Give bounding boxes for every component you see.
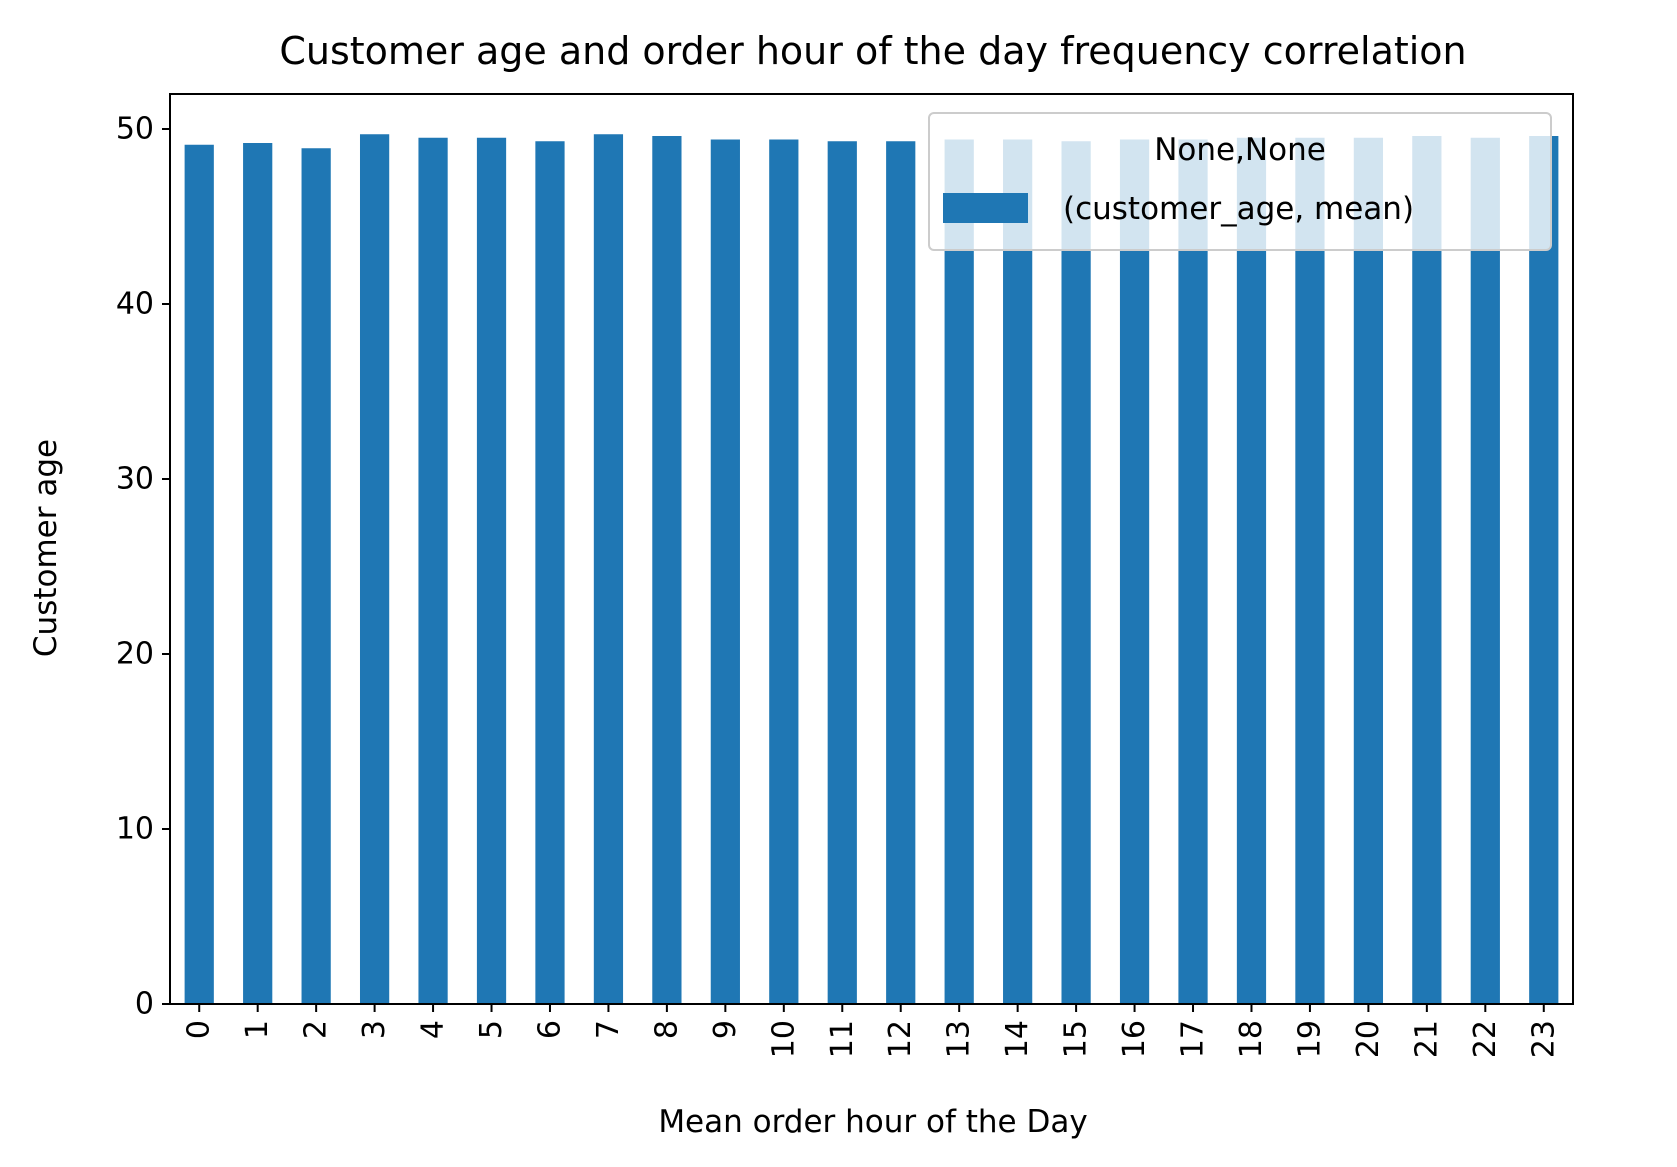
legend-title: None,None bbox=[1154, 132, 1326, 168]
x-tick-label: 21 bbox=[1409, 1020, 1444, 1058]
legend-swatch bbox=[943, 193, 1028, 223]
x-tick-label: 0 bbox=[182, 1020, 217, 1039]
x-tick-label: 1 bbox=[240, 1020, 275, 1039]
x-tick-label: 13 bbox=[942, 1020, 977, 1058]
bar-hour-22 bbox=[1470, 137, 1500, 1004]
y-tick-label: 10 bbox=[116, 812, 154, 847]
bar-hour-4 bbox=[418, 137, 448, 1004]
x-tick-label: 4 bbox=[416, 1020, 451, 1039]
x-tick-label: 17 bbox=[1176, 1020, 1211, 1058]
x-tick-label: 23 bbox=[1526, 1020, 1561, 1058]
y-tick-label: 20 bbox=[116, 637, 154, 672]
bar-hour-17 bbox=[1178, 139, 1208, 1004]
bar-hour-3 bbox=[359, 134, 390, 1004]
bar-hour-2 bbox=[301, 148, 331, 1004]
legend-box bbox=[928, 112, 1552, 251]
bar-hour-16 bbox=[1119, 139, 1150, 1004]
legend: None,None (customer_age, mean) bbox=[928, 112, 1552, 251]
x-tick-label: 5 bbox=[474, 1020, 509, 1039]
bars-group bbox=[184, 134, 1559, 1004]
x-tick-label: 20 bbox=[1351, 1020, 1386, 1058]
plot-frame bbox=[169, 93, 1574, 1005]
legend-entry-label: (customer_age, mean) bbox=[1063, 191, 1414, 227]
bar-hour-20 bbox=[1353, 137, 1384, 1004]
x-axis-title: Mean order hour of the Day bbox=[658, 1104, 1087, 1140]
bar-hour-23 bbox=[1529, 136, 1559, 1004]
bar-hour-15 bbox=[1061, 141, 1091, 1004]
bar-hour-11 bbox=[827, 141, 857, 1004]
x-tick-label: 8 bbox=[649, 1020, 684, 1039]
y-axis: 0 10 20 30 40 50 bbox=[116, 112, 170, 1022]
x-tick-label: 3 bbox=[357, 1020, 392, 1039]
y-tick-label: 0 bbox=[135, 987, 154, 1022]
y-tick-label: 40 bbox=[116, 287, 154, 322]
x-tick-label: 6 bbox=[532, 1020, 567, 1039]
x-tick-label: 9 bbox=[708, 1020, 743, 1039]
bar-hour-9 bbox=[710, 139, 740, 1004]
bar-hour-8 bbox=[652, 136, 682, 1004]
x-tick-label: 11 bbox=[825, 1020, 860, 1058]
bar-hour-21 bbox=[1412, 136, 1442, 1004]
bar-hour-7 bbox=[593, 134, 624, 1004]
x-tick-label: 19 bbox=[1292, 1020, 1327, 1058]
x-tick-label: 15 bbox=[1059, 1020, 1094, 1058]
bar-hour-19 bbox=[1295, 137, 1325, 1004]
x-tick-label: 12 bbox=[883, 1020, 918, 1058]
x-tick-label: 14 bbox=[1000, 1020, 1035, 1058]
bar-hour-13 bbox=[944, 139, 974, 1004]
x-tick-label: 22 bbox=[1468, 1020, 1503, 1058]
bar-hour-0 bbox=[184, 144, 214, 1004]
bar-hour-6 bbox=[535, 141, 565, 1004]
bar-hour-5 bbox=[476, 137, 507, 1004]
bar-hour-10 bbox=[769, 139, 799, 1004]
bar-hour-18 bbox=[1236, 137, 1267, 1004]
bar-hour-12 bbox=[886, 141, 916, 1004]
x-axis: 0 1 2 3 4 5 6 7 8 9 10 11 12 13 14 15 16 17 18 19 20 21 22 23 bbox=[182, 1004, 1561, 1058]
y-tick-label: 30 bbox=[116, 462, 154, 497]
y-tick-label: 50 bbox=[116, 112, 154, 147]
bar-hour-1 bbox=[243, 143, 273, 1004]
chart-title: Customer age and order hour of the day f… bbox=[279, 29, 1466, 73]
x-tick-label: 2 bbox=[299, 1020, 334, 1039]
bar-hour-14 bbox=[1003, 139, 1033, 1004]
x-tick-label: 7 bbox=[591, 1020, 626, 1039]
x-tick-label: 18 bbox=[1234, 1020, 1269, 1058]
y-axis-title: Customer age bbox=[28, 439, 64, 657]
x-tick-label: 10 bbox=[766, 1020, 801, 1058]
x-tick-label: 16 bbox=[1117, 1020, 1152, 1058]
